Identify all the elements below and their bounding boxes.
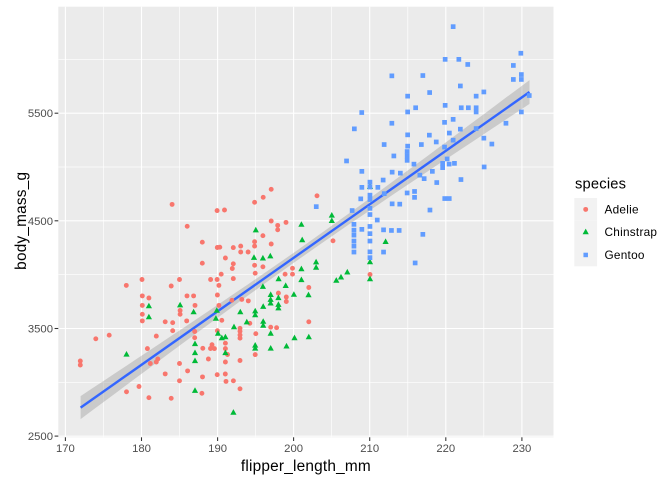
svg-text:species: species <box>575 177 626 193</box>
svg-text:Adelie: Adelie <box>605 202 639 216</box>
svg-text:2500: 2500 <box>28 431 53 443</box>
svg-text:Gentoo: Gentoo <box>605 248 645 262</box>
svg-text:190: 190 <box>208 443 227 455</box>
svg-text:170: 170 <box>56 443 75 455</box>
svg-text:210: 210 <box>360 443 379 455</box>
svg-text:180: 180 <box>132 443 151 455</box>
svg-text:220: 220 <box>436 443 455 455</box>
svg-text:200: 200 <box>284 443 303 455</box>
svg-text:3500: 3500 <box>28 324 53 336</box>
svg-text:Chinstrap: Chinstrap <box>605 225 658 239</box>
svg-text:4500: 4500 <box>28 216 53 228</box>
svg-text:5500: 5500 <box>28 108 53 120</box>
svg-text:flipper_length_mm: flipper_length_mm <box>241 458 371 475</box>
svg-text:body_mass_g: body_mass_g <box>13 172 30 270</box>
svg-text:230: 230 <box>512 443 531 455</box>
